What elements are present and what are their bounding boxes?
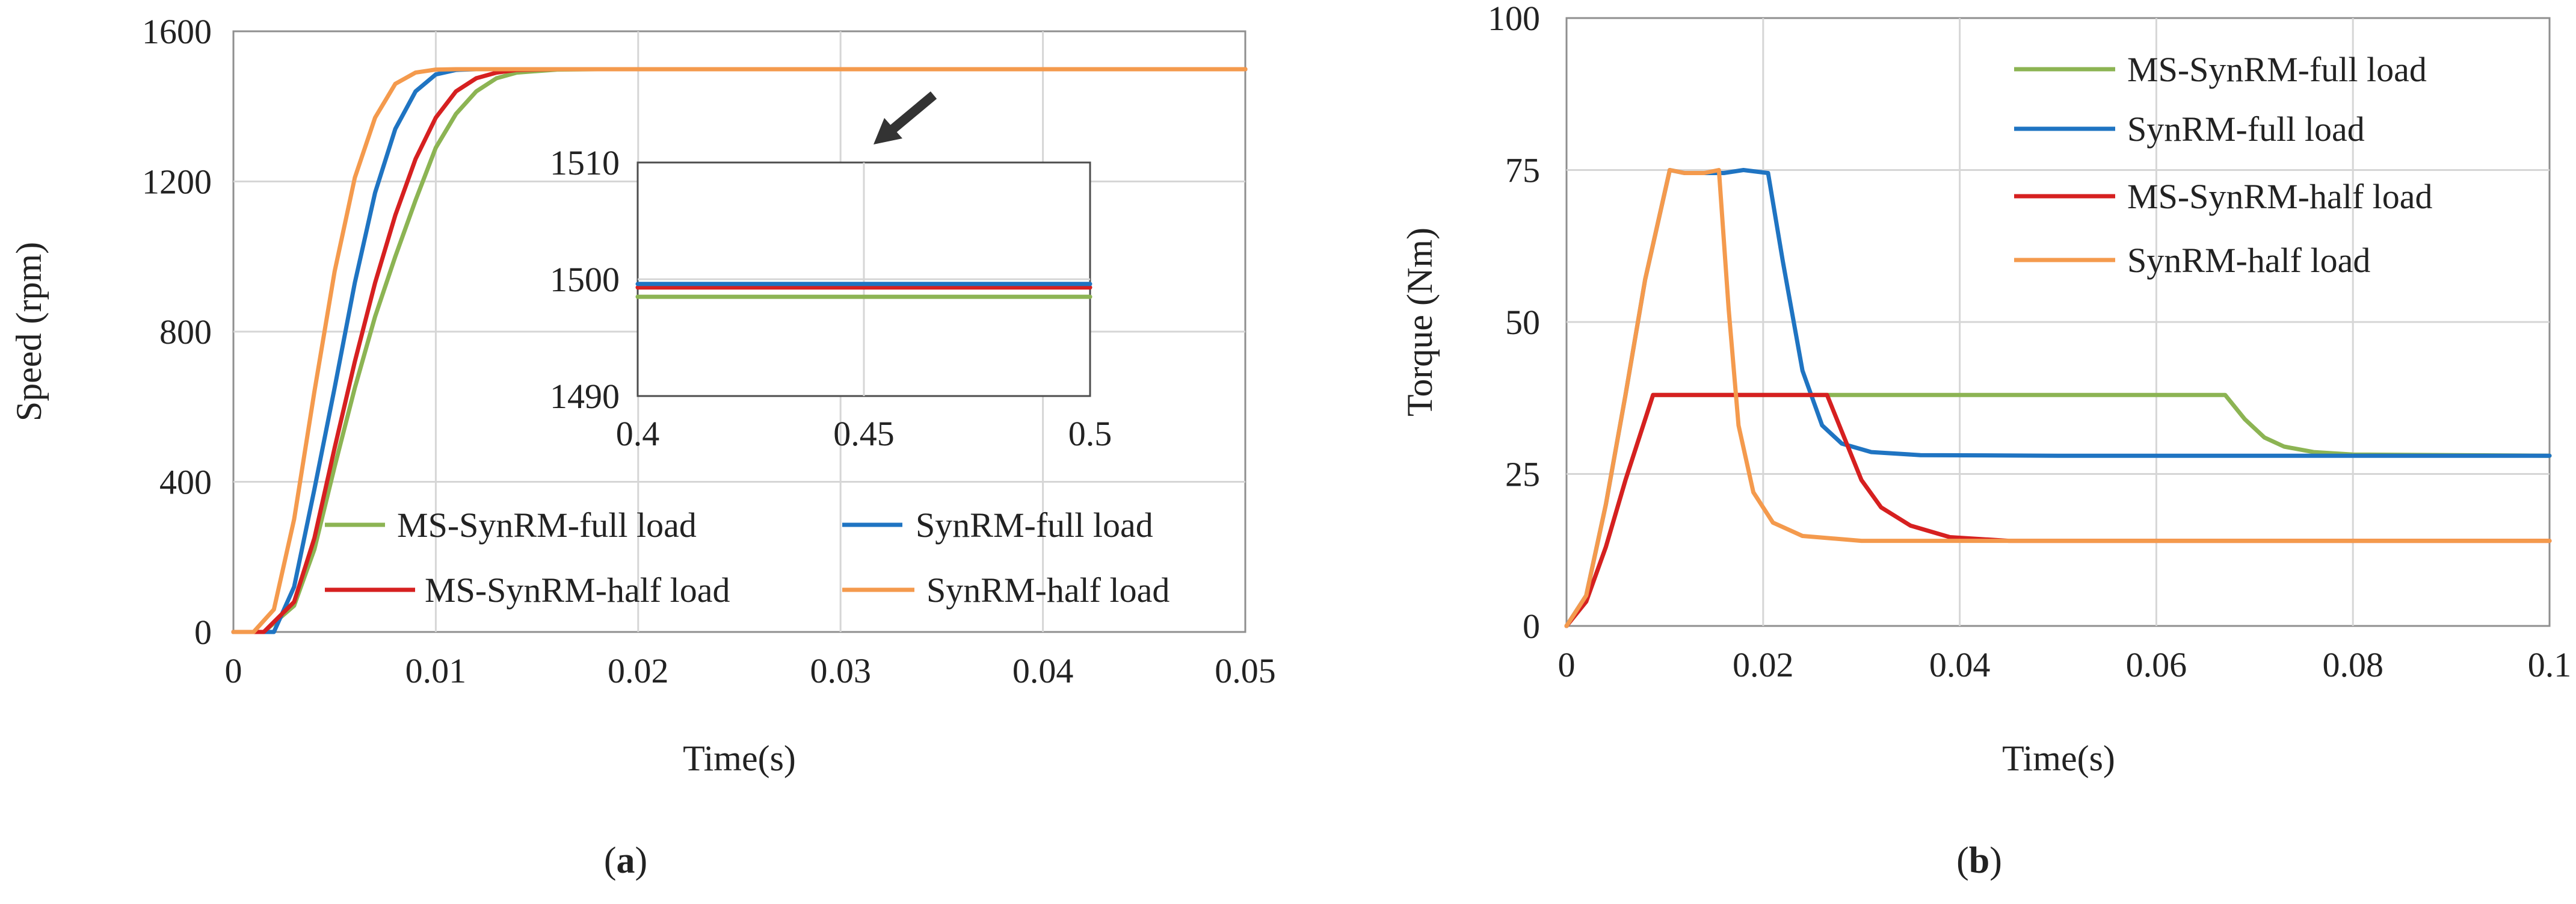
grid-b: [1567, 18, 2550, 626]
legend-b: MS-SynRM-full load SynRM-full load MS-Sy…: [2014, 50, 2433, 280]
legend-label: MS-SynRM-full load: [2127, 50, 2427, 89]
chart-b: 0 25 50 75 100 0 0.02 0.04 0.06 0.08 0.1 Time(s) T…: [1400, 0, 2571, 881]
legend-label: SynRM-full load: [2127, 110, 2365, 149]
y-tick-label: 1500: [550, 260, 620, 299]
ylabel-b: Torque (Nm): [1400, 228, 1440, 416]
y-tick-label: 0: [194, 613, 212, 652]
x-tick-label: 0.4: [616, 414, 660, 453]
ticks-a: 0 400 800 1200 1600 0 0.01 0.02 0.03 0.04 0.05: [142, 12, 1276, 690]
series-line-synrm-half-load: [1564, 168, 2552, 628]
x-tick-label: 0.05: [1215, 651, 1276, 690]
x-tick-label: 0.06: [2126, 645, 2187, 684]
legend-item: MS-SynRM-full load: [2014, 50, 2427, 89]
legend-label: SynRM-half load: [2127, 241, 2370, 280]
arrow-icon: [874, 91, 937, 144]
chart-a: 0 400 800 1200 1600 0 0.01 0.02 0.03 0.04 0.05 Tim…: [9, 12, 1276, 881]
x-tick-label: 0.01: [405, 651, 467, 690]
series-line-ms-synrm-full-load: [1564, 392, 2552, 628]
y-tick-label: 400: [159, 463, 212, 502]
series-group-b: [1564, 168, 2552, 628]
y-tick-label: 1600: [142, 12, 212, 51]
x-tick-label: 0.04: [1012, 651, 1074, 690]
legend-label: MS-SynRM-half load: [425, 571, 730, 610]
panel-label-b: (b): [1956, 840, 2002, 881]
legend-item: SynRM-half load: [842, 571, 1169, 610]
legend-a: MS-SynRM-full load SynRM-full load MS-Sy…: [325, 506, 1169, 610]
y-tick-label: 100: [1488, 0, 1540, 38]
series-line-synrm-half-load: [231, 67, 1248, 634]
legend-item: SynRM-half load: [2014, 241, 2370, 280]
y-tick-label: 1510: [550, 143, 620, 182]
legend-label: MS-SynRM-half load: [2127, 177, 2433, 216]
legend-item: SynRM-full load: [2014, 110, 2365, 149]
inset-series: [635, 282, 1092, 299]
legend-item: SynRM-full load: [842, 506, 1153, 545]
inset-grid: [638, 163, 1090, 396]
x-tick-label: 0.5: [1068, 414, 1112, 453]
x-tick-label: 0.1: [2528, 645, 2572, 684]
legend-item: MS-SynRM-half load: [325, 571, 730, 610]
series-group-a: [231, 67, 1248, 634]
series-line-ms-synrm-half-load: [1564, 392, 2552, 628]
legend-label: SynRM-half load: [926, 571, 1169, 610]
inset-ticks: 1490 1500 1510 0.4 0.45 0.5: [550, 143, 1112, 453]
x-tick-label: 0.03: [810, 651, 871, 690]
ticks-b: 0 25 50 75 100 0 0.02 0.04 0.06 0.08 0.1: [1488, 0, 2571, 684]
y-tick-label: 50: [1505, 303, 1540, 342]
y-tick-label: 25: [1505, 455, 1540, 494]
panel-label-a: (a): [604, 840, 647, 881]
y-tick-label: 75: [1505, 151, 1540, 190]
x-tick-label: 0.08: [2322, 645, 2383, 684]
legend-label: SynRM-full load: [916, 506, 1153, 545]
y-tick-label: 800: [159, 312, 212, 351]
x-tick-label: 0.45: [833, 414, 895, 453]
legend-item: MS-SynRM-half load: [2014, 177, 2433, 216]
xlabel-b: Time(s): [2002, 738, 2115, 778]
inset-a: 1490 1500 1510 0.4 0.45 0.5: [550, 143, 1112, 453]
x-tick-label: 0.04: [1929, 645, 1991, 684]
series-line-synrm-full-load: [1564, 168, 2552, 628]
legend-item: MS-SynRM-full load: [325, 506, 697, 545]
xlabel-a: Time(s): [683, 738, 796, 778]
x-tick-label: 0: [1558, 645, 1576, 684]
ylabel-a: Speed (rpm): [9, 242, 49, 421]
x-tick-label: 0.02: [608, 651, 669, 690]
y-tick-label: 1490: [550, 377, 620, 416]
x-tick-label: 0.02: [1733, 645, 1794, 684]
y-tick-label: 1200: [142, 163, 212, 202]
x-tick-label: 0: [225, 651, 242, 690]
legend-label: MS-SynRM-full load: [397, 506, 697, 545]
y-tick-label: 0: [1523, 607, 1540, 646]
